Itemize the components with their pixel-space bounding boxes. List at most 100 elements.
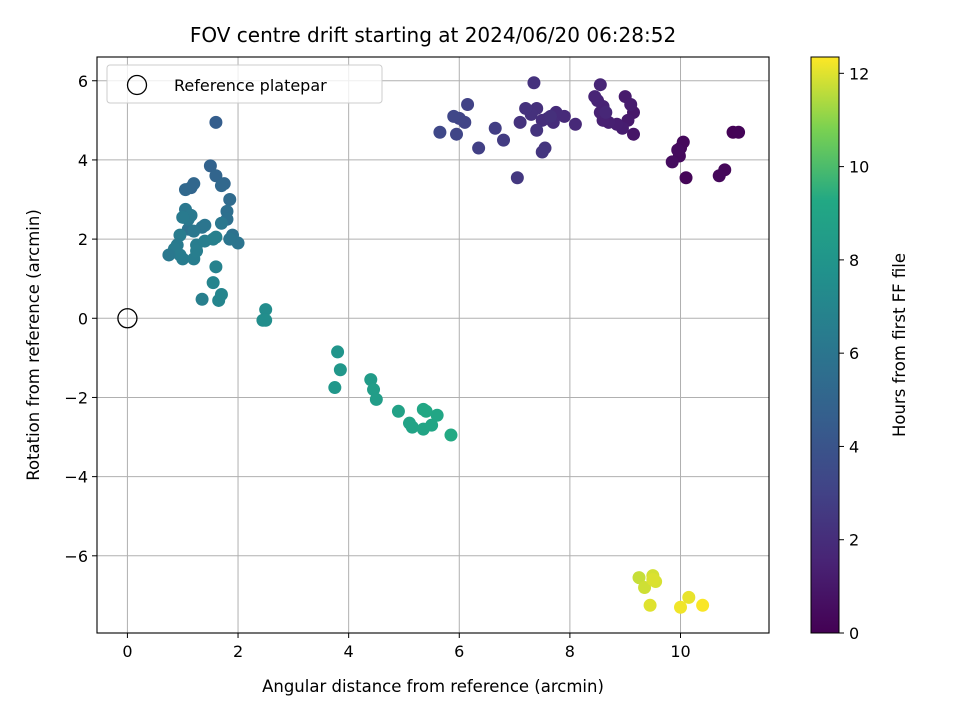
data-point (535, 145, 549, 159)
colorbar-tick-label: 12 (849, 64, 869, 83)
colorbar-tick-label: 4 (849, 437, 859, 456)
data-point (450, 127, 464, 141)
x-tick-label: 4 (344, 642, 354, 661)
data-point (568, 117, 582, 131)
data-point (510, 171, 524, 185)
data-point (187, 224, 201, 238)
x-tick-label: 8 (565, 642, 575, 661)
y-tick-label: −6 (64, 547, 88, 566)
colorbar: 0 2 4 6 8 10 12 Hours from first FF file (810, 56, 909, 643)
data-point (682, 590, 696, 604)
x-tick-label: 10 (670, 642, 690, 661)
data-point (195, 292, 209, 306)
data-point (588, 90, 602, 104)
reference-platepar-marker (117, 308, 138, 329)
data-point (544, 109, 558, 123)
data-point (173, 228, 187, 242)
data-point (638, 580, 652, 594)
data-point (419, 404, 433, 418)
y-tick-label: −4 (64, 468, 88, 487)
data-point (593, 78, 607, 92)
data-point (671, 143, 685, 157)
data-point (209, 260, 223, 274)
data-point (328, 381, 342, 395)
data-point (209, 115, 223, 129)
axis-ticks: 0 2 4 6 8 10 −6 −4 −2 0 2 4 6 (64, 72, 690, 661)
x-tick-label: 0 (122, 642, 132, 661)
data-point (626, 127, 640, 141)
data-point (513, 115, 527, 129)
data-point (643, 598, 657, 612)
x-tick-label: 6 (454, 642, 464, 661)
data-point (364, 373, 378, 387)
data-point (472, 141, 486, 155)
data-point (198, 218, 212, 232)
data-point (176, 252, 190, 266)
data-point (209, 230, 223, 244)
data-point (679, 171, 693, 185)
data-point (519, 101, 533, 115)
data-point (497, 133, 511, 147)
legend-marker-circle (126, 74, 148, 96)
data-point (259, 313, 273, 327)
legend-box (106, 64, 383, 104)
data-point (732, 125, 746, 139)
data-point (624, 98, 638, 112)
data-point (665, 155, 679, 169)
x-axis-label: Angular distance from reference (arcmin) (262, 677, 604, 696)
data-point (712, 169, 726, 183)
y-axis-label: Rotation from reference (arcmin) (24, 209, 43, 481)
data-point (209, 169, 223, 183)
data-point (223, 193, 237, 207)
y-tick-label: −2 (64, 388, 88, 407)
y-tick-label: 6 (78, 72, 88, 91)
data-point (632, 571, 646, 585)
data-point (214, 179, 228, 193)
data-point (461, 98, 475, 112)
data-point (674, 600, 688, 614)
data-point (430, 408, 444, 422)
y-tick-label: 0 (78, 309, 88, 328)
data-point (425, 418, 439, 432)
plot-area: 0 2 4 6 8 10 −6 −4 −2 0 2 4 6 (64, 56, 770, 661)
colorbar-tick-label: 6 (849, 344, 859, 363)
chart-title: FOV centre drift starting at 2024/06/20 … (190, 23, 676, 47)
y-tick-label: 4 (78, 151, 88, 170)
data-point (599, 105, 613, 119)
data-point (369, 392, 383, 406)
data-point (206, 276, 220, 290)
x-tick-label: 2 (233, 642, 243, 661)
legend: Reference platepar (106, 64, 383, 104)
data-point (203, 159, 217, 173)
grid-lines (97, 57, 769, 633)
y-tick-label: 2 (78, 230, 88, 249)
data-point (190, 244, 204, 258)
data-point (646, 573, 660, 587)
data-point (447, 109, 461, 123)
scatter-points (117, 76, 746, 614)
plot-frame (96, 56, 770, 634)
data-point (527, 76, 541, 90)
data-point (405, 420, 419, 434)
colorbar-tick-label: 10 (849, 158, 869, 177)
colorbar-tick-label: 8 (849, 251, 859, 270)
data-point (433, 125, 447, 139)
data-point (444, 428, 458, 442)
data-point (696, 598, 710, 612)
data-point (333, 363, 347, 377)
data-point (391, 404, 405, 418)
data-point (223, 232, 237, 246)
legend-entry-reference: Reference platepar (174, 76, 327, 95)
colorbar-tick-label: 0 (849, 624, 859, 643)
data-point (214, 216, 228, 230)
colorbar-tick-label: 2 (849, 531, 859, 550)
colorbar-label: Hours from first FF file (890, 253, 909, 437)
data-point (530, 123, 544, 137)
data-point (488, 121, 502, 135)
data-point (259, 303, 273, 317)
data-point (176, 210, 190, 224)
data-point (214, 288, 228, 302)
data-point (162, 248, 176, 262)
colorbar-ticks: 0 2 4 6 8 10 12 (839, 64, 869, 643)
